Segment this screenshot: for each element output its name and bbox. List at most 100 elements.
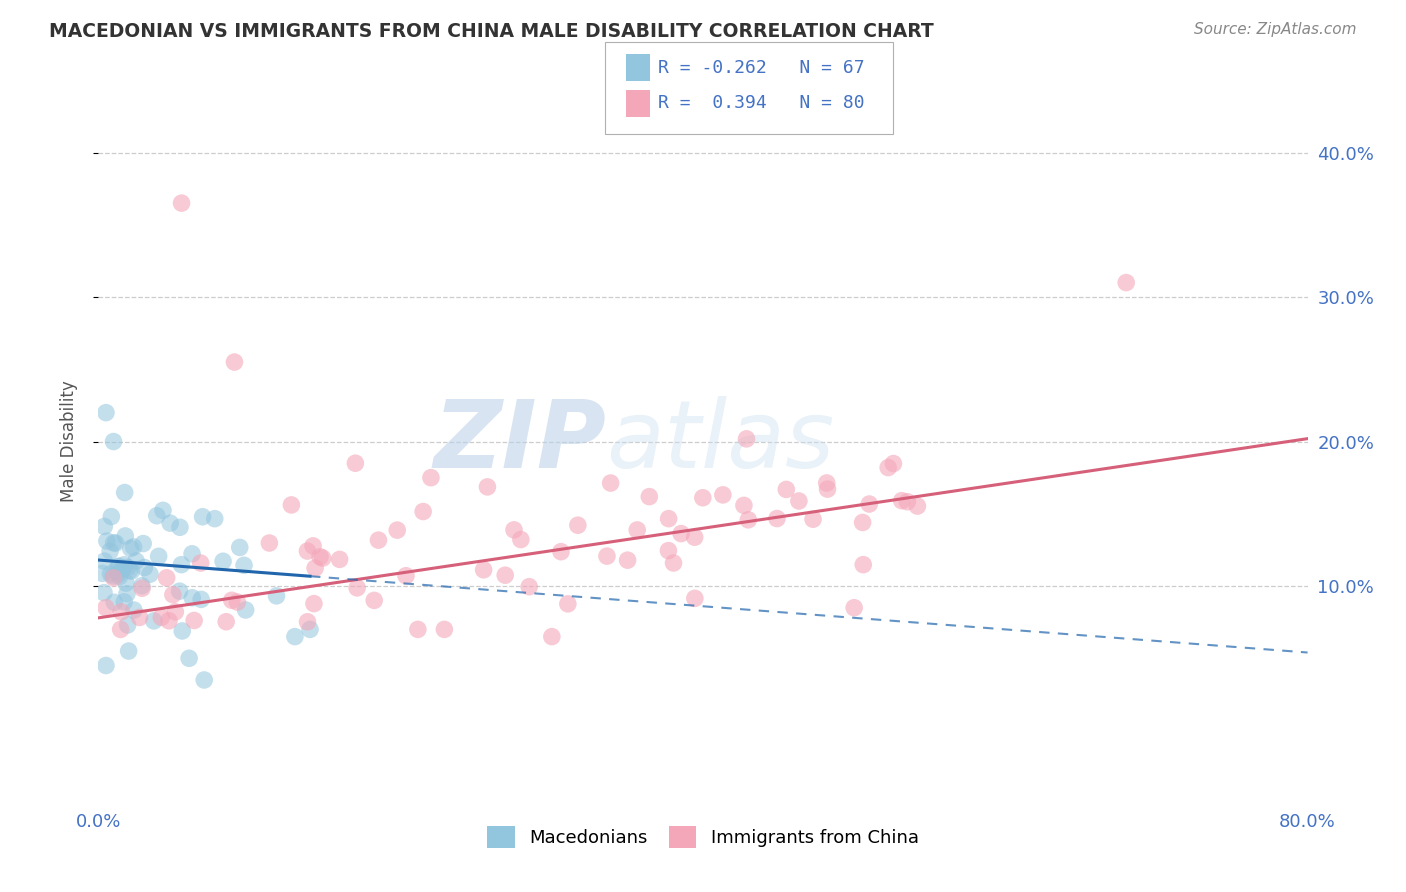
Point	[172, 624, 194, 638]
Point	[596, 549, 619, 563]
Point	[852, 558, 875, 572]
Point	[259, 536, 281, 550]
Point	[412, 504, 434, 518]
Point	[858, 497, 880, 511]
Point	[406, 623, 429, 637]
Point	[229, 541, 252, 555]
Point	[169, 584, 191, 599]
Point	[170, 196, 193, 211]
Point	[363, 593, 385, 607]
Point	[94, 406, 117, 420]
Point	[112, 558, 135, 572]
Point	[297, 544, 319, 558]
Point	[344, 456, 367, 470]
Point	[766, 511, 789, 525]
Point	[132, 536, 155, 550]
Point	[787, 494, 810, 508]
Point	[817, 482, 839, 496]
Point	[550, 544, 572, 558]
Point	[125, 554, 148, 568]
Point	[190, 592, 212, 607]
Point	[98, 544, 121, 558]
Point	[711, 488, 734, 502]
Point	[224, 355, 246, 369]
Point	[183, 614, 205, 628]
Point	[118, 644, 141, 658]
Point	[280, 498, 302, 512]
Point	[669, 526, 692, 541]
Point	[108, 569, 131, 583]
Point	[266, 589, 288, 603]
Point	[108, 559, 131, 574]
Point	[107, 566, 129, 581]
Text: Source: ZipAtlas.com: Source: ZipAtlas.com	[1194, 22, 1357, 37]
Point	[235, 603, 257, 617]
Point	[108, 564, 131, 578]
Point	[145, 508, 167, 523]
Point	[94, 658, 117, 673]
Point	[103, 434, 125, 449]
Point	[420, 471, 443, 485]
Point	[367, 533, 389, 548]
Point	[737, 513, 759, 527]
Point	[114, 485, 136, 500]
Point	[100, 509, 122, 524]
Point	[110, 623, 132, 637]
Point	[110, 605, 132, 619]
Point	[433, 623, 456, 637]
Point	[142, 614, 165, 628]
Point	[233, 558, 256, 573]
Point	[139, 567, 162, 582]
Point	[103, 536, 125, 550]
Y-axis label: Male Disability: Male Disability	[59, 381, 77, 502]
Point	[540, 630, 562, 644]
Point	[157, 614, 180, 628]
Point	[215, 615, 238, 629]
Point	[297, 615, 319, 629]
Point	[122, 540, 145, 554]
Point	[346, 581, 368, 595]
Point	[162, 588, 184, 602]
Point	[658, 511, 681, 525]
Point	[626, 523, 648, 537]
Point	[844, 600, 866, 615]
Point	[302, 539, 325, 553]
Point	[801, 512, 824, 526]
Point	[152, 503, 174, 517]
Point	[683, 530, 706, 544]
Point	[304, 561, 326, 575]
Point	[890, 493, 912, 508]
Point	[156, 571, 179, 585]
Point	[165, 605, 187, 619]
Point	[775, 483, 797, 497]
Point	[284, 630, 307, 644]
Point	[159, 516, 181, 530]
Point	[131, 579, 153, 593]
Point	[134, 560, 156, 574]
Point	[896, 494, 918, 508]
Point	[169, 520, 191, 534]
Point	[96, 534, 118, 549]
Point	[692, 491, 714, 505]
Point	[557, 597, 579, 611]
Point	[115, 576, 138, 591]
Point	[309, 549, 332, 564]
Point	[638, 490, 661, 504]
Point	[103, 595, 125, 609]
Point	[93, 519, 115, 533]
Point	[503, 523, 526, 537]
Point	[193, 673, 215, 687]
Point	[118, 564, 141, 578]
Point	[599, 476, 621, 491]
Point	[179, 651, 201, 665]
Point	[190, 556, 212, 570]
Point	[114, 529, 136, 543]
Point	[683, 591, 706, 606]
Point	[103, 571, 125, 585]
Point	[509, 533, 531, 547]
Point	[1115, 276, 1137, 290]
Point	[815, 475, 838, 490]
Point	[100, 566, 122, 581]
Point	[657, 543, 679, 558]
Point	[567, 518, 589, 533]
